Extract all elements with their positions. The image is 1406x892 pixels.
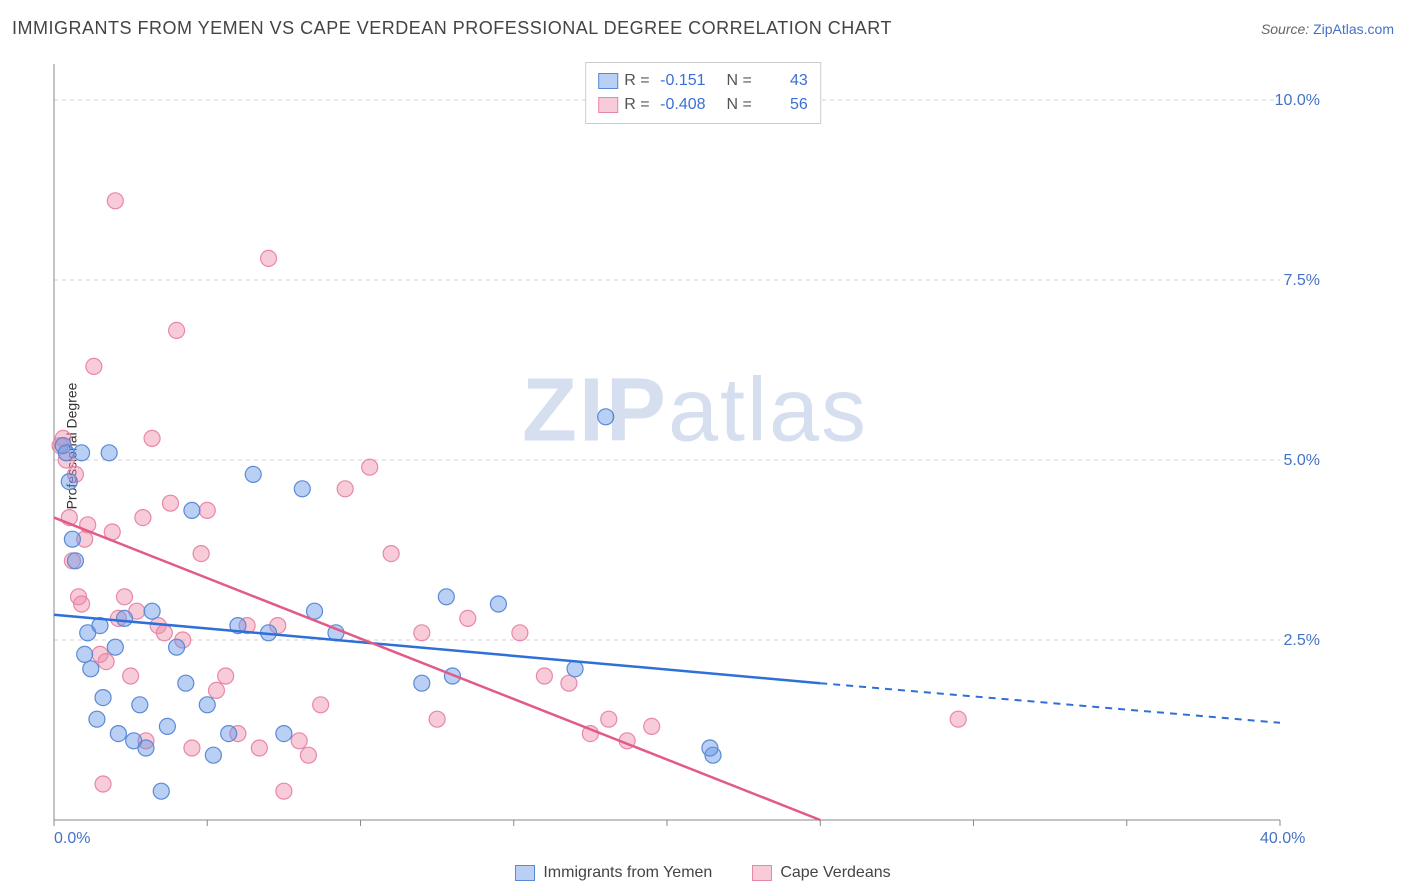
r-value-2: -0.408 [656, 96, 706, 114]
r-label: R = [624, 72, 649, 90]
legend-item-1: Immigrants from Yemen [515, 864, 712, 882]
x-axis-start-label: 0.0% [54, 830, 90, 848]
title-bar: IMMIGRANTS FROM YEMEN VS CAPE VERDEAN PR… [12, 18, 1394, 39]
plot-area: 2.5%5.0%7.5%10.0% ZIPatlas [50, 60, 1340, 840]
n-value-1: 43 [758, 72, 808, 90]
legend-label-1: Immigrants from Yemen [543, 864, 712, 882]
legend-swatch-1 [515, 865, 535, 881]
r-value-1: -0.151 [656, 72, 706, 90]
r-label-2: R = [624, 96, 649, 114]
n-label-2: N = [726, 96, 751, 114]
legend-swatch-2 [752, 865, 772, 881]
stats-row-2: R = -0.408 N = 56 [598, 93, 808, 117]
source-link[interactable]: ZipAtlas.com [1313, 21, 1394, 37]
svg-text:2.5%: 2.5% [1284, 632, 1320, 649]
x-axis-end-label: 40.0% [1260, 830, 1305, 848]
scatter-chart: 2.5% 5.0% 7.5% 10.0% [50, 60, 1340, 840]
source-credit: Source: ZipAtlas.com [1261, 21, 1394, 37]
stats-legend: R = -0.151 N = 43 R = -0.408 N = 56 [585, 62, 821, 124]
x-axis-legend: Immigrants from Yemen Cape Verdeans [50, 864, 1356, 882]
source-label: Source: [1261, 21, 1309, 37]
legend-item-2: Cape Verdeans [752, 864, 890, 882]
swatch-series-1 [598, 73, 618, 89]
svg-text:7.5%: 7.5% [1284, 272, 1320, 289]
legend-label-2: Cape Verdeans [780, 864, 890, 882]
n-value-2: 56 [758, 96, 808, 114]
stats-row-1: R = -0.151 N = 43 [598, 69, 808, 93]
chart-title: IMMIGRANTS FROM YEMEN VS CAPE VERDEAN PR… [12, 18, 892, 39]
swatch-series-2 [598, 97, 618, 113]
svg-text:10.0%: 10.0% [1275, 92, 1320, 109]
n-label: N = [726, 72, 751, 90]
svg-text:5.0%: 5.0% [1284, 452, 1320, 469]
